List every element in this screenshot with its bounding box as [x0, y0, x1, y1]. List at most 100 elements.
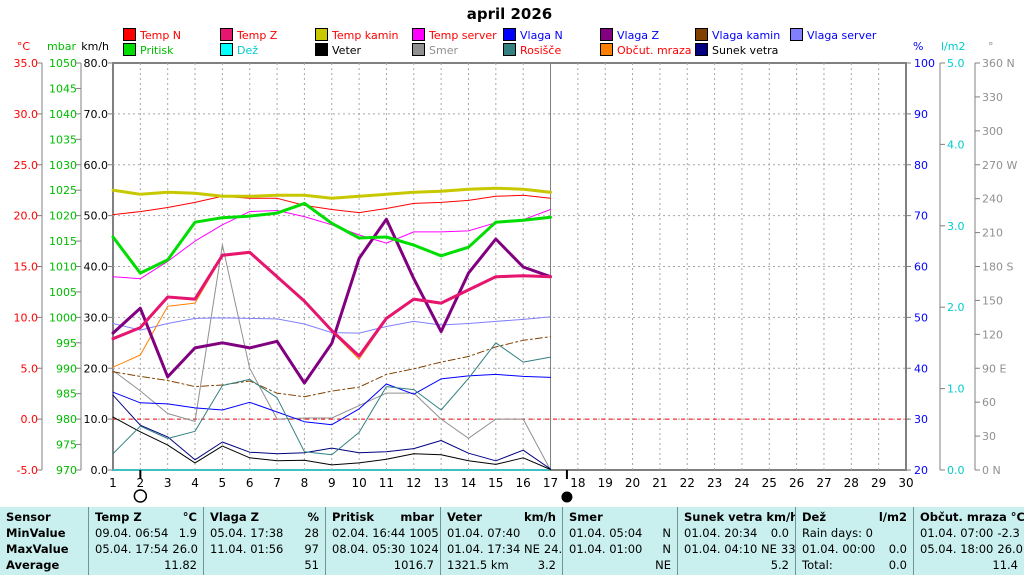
max-value: 1024 [409, 542, 439, 556]
legend-item-ob-ut-mraza: Občut. mraza [600, 43, 691, 57]
legend-item-temp-n: Temp N [123, 28, 181, 42]
axis-kmh: 80.0 70.0 60.0 50.0 40.0 30.0 20.0 10.0 0.0 [84, 57, 113, 477]
min-value [873, 525, 907, 541]
min-when: Rain days: 0 [802, 526, 873, 540]
col-unit: mbar [400, 510, 434, 524]
max-when: 08.04. 05:30 [332, 542, 406, 556]
min-when: 01.04. 07:00 [920, 526, 994, 540]
avg-value: 5.2 [770, 558, 789, 572]
axis-kmh-tick-label: 0.0 [91, 464, 109, 477]
legend-item-vlaga-kamin: Vlaga kamin [695, 28, 781, 42]
axis-celsius-tick-label: 35.0 [14, 57, 39, 70]
min-value: 0.0 [537, 526, 556, 540]
table-col-vlaga-z: Vlaga Z% 05.04. 17:38 28 11.04. 01:56 97 51 [203, 507, 325, 575]
axis-mbar-tick-label: 1010 [49, 261, 77, 274]
legend-item-temp-z: Temp Z [220, 28, 277, 42]
avg-when: Total: [802, 558, 833, 572]
axis-celsius-tick-label: 15.0 [14, 261, 39, 274]
col-unit: °C [182, 510, 197, 524]
page-title: april 2026 [466, 5, 553, 23]
axis-degrees-header: ° [988, 40, 994, 53]
legend-label: Dež [237, 44, 259, 57]
axis-lm2-tick-label: 5.0 [947, 57, 965, 70]
axis-percent: 100 90 80 70 60 50 40 30 20 [906, 57, 935, 477]
legend-swatch-icon [220, 43, 233, 56]
day-label: 17 [543, 476, 558, 490]
day-label: 9 [328, 476, 336, 490]
avg-value: 11.4 [992, 558, 1018, 572]
day-label: 19 [598, 476, 613, 490]
max-value: 97 [304, 542, 319, 556]
series-temp-n-line [112, 194, 551, 216]
axis-mbar-tick-label: 1005 [49, 286, 77, 299]
max-when: 01.04. 01:00 [569, 542, 643, 556]
legend-item-temp-kamin: Temp kamin [315, 28, 399, 42]
axis-mbar-tick-label: 975 [56, 439, 77, 452]
axis-mbar-tick-label: 1035 [49, 133, 77, 146]
max-value: 33.8 [780, 542, 795, 556]
col-header: Sunek vetra [684, 510, 763, 524]
series-vlaga-z-line [111, 217, 552, 385]
new-moon-icon [561, 491, 573, 503]
max-when: 01.04. 04:10 NE [684, 542, 777, 556]
axis-celsius-tick-label: 20.0 [14, 210, 39, 223]
gridlines [113, 63, 906, 470]
col-unit: l/m2 [878, 510, 907, 524]
axis-percent-header: % [913, 40, 923, 53]
axis-degrees-tick-label: 240 [982, 193, 1003, 206]
series-vlaga-kamin-line [112, 336, 551, 398]
col-unit: km/h [523, 510, 556, 524]
max-value: 26.0 [997, 542, 1023, 556]
legend-item-smer: Smer [412, 43, 458, 57]
legend-item-vlaga-z: Vlaga Z [600, 28, 659, 42]
axis-percent-tick-label: 60 [914, 261, 928, 274]
col-unit [603, 509, 671, 525]
legend-swatch-icon [600, 43, 613, 56]
axis-celsius-tick-label: 5.0 [21, 362, 39, 375]
day-label: 4 [191, 476, 199, 490]
axis-percent-tick-label: 70 [914, 210, 928, 223]
series-rosi-e-line [112, 342, 551, 456]
table-col-sensor: Sensor MinValue MaxValue Average [0, 507, 88, 575]
avg-value: 11.82 [164, 558, 197, 572]
table-col-smer: Smer 01.04. 05:04 N 01.04. 01:00 N NE [562, 507, 677, 575]
day-label: 27 [816, 476, 831, 490]
axis-percent-tick-label: 100 [914, 57, 935, 70]
axis-kmh-tick-label: 50.0 [84, 210, 109, 223]
axis-percent-tick-label: 50 [914, 311, 928, 324]
col-header: Temp Z [95, 510, 142, 524]
axis-mbar-tick-label: 1015 [49, 235, 77, 248]
legend-label: Temp kamin [332, 29, 399, 42]
day-label: 21 [652, 476, 667, 490]
max-when: 01.04. 00:00 [802, 542, 876, 556]
axis-mbar-tick-label: 990 [56, 362, 77, 375]
min-value: -2.3 [997, 526, 1020, 540]
legend-label: Veter [332, 44, 362, 57]
axis-degrees-tick-label: 60 [982, 396, 996, 409]
day-label: 26 [789, 476, 804, 490]
axis-celsius: 35.0 30.0 25.0 20.0 15.0 10.0 5.0 0.0 -5.0 [14, 57, 43, 477]
avg-value: NE [655, 558, 671, 572]
axis-mbar-tick-label: 1045 [49, 82, 77, 95]
axis-percent-tick-label: 80 [914, 159, 928, 172]
axis-mbar-tick-label: 995 [56, 337, 77, 350]
axis-celsius-tick-label: 30.0 [14, 108, 39, 121]
legend-label: Vlaga kamin [712, 29, 781, 42]
max-when: 01.04. 17:34 NE [447, 542, 540, 556]
series-veter-line [112, 416, 551, 470]
axis-degrees-tick-label: 360 N [982, 57, 1015, 70]
axis-mbar-tick-label: 1040 [49, 108, 77, 121]
axis-mbar-tick-label: 1020 [49, 210, 77, 223]
col-header: Vlaga Z [210, 510, 259, 524]
axis-mbar-tick-label: 1050 [49, 57, 77, 70]
axis-celsius-tick-label: 25.0 [14, 159, 39, 172]
axis-degrees-tick-label: 120 [982, 328, 1003, 341]
min-when: 05.04. 17:38 [210, 526, 284, 540]
max-value: 26.0 [172, 542, 198, 556]
legend-item-vlaga-server: Vlaga server [790, 28, 876, 42]
series-sunek-vetra-line [112, 394, 551, 470]
axis-mbar-header: mbar [47, 40, 76, 53]
table-col-temp-z: Temp Z °C 09.04. 06:54 1.9 05.04. 17:54 26.0 1… [88, 507, 203, 575]
legend-swatch-icon [695, 28, 708, 41]
